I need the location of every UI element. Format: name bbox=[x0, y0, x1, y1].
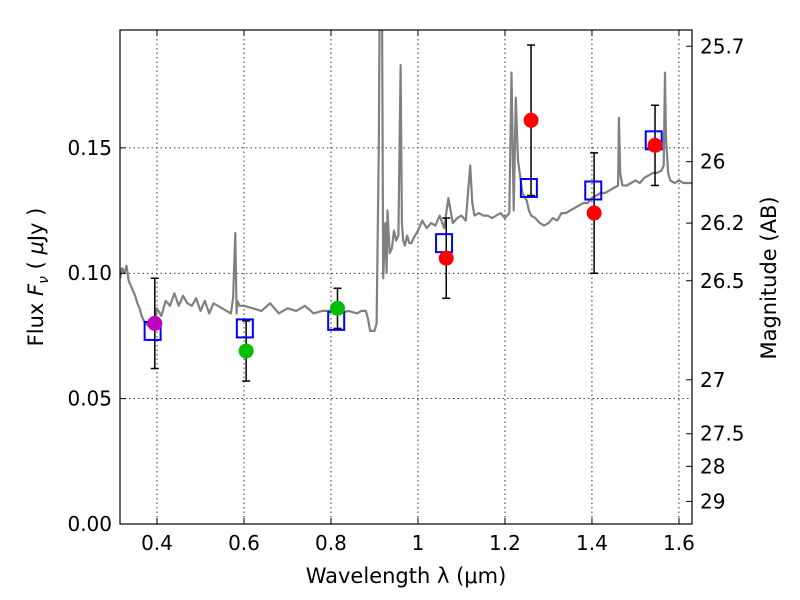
x-tick-label: 1.4 bbox=[576, 531, 608, 555]
x-tick-label: 0.6 bbox=[228, 531, 260, 555]
magnitude-tick-label: 27 bbox=[700, 368, 725, 392]
magnitude-tick-label: 29 bbox=[700, 489, 725, 513]
observed-photometry-point bbox=[329, 300, 345, 316]
model-photometry-point bbox=[235, 318, 254, 339]
observed-photometry-point bbox=[586, 205, 602, 221]
x-axis-ticks: 0.4 0.6 0.8 1 1.2 1.4 1.6 bbox=[141, 30, 695, 555]
magnitude-tick-label: 26.2 bbox=[700, 211, 745, 235]
x-tick-label: 1.2 bbox=[489, 531, 521, 555]
plot-frame bbox=[119, 29, 693, 525]
x-tick-label: 1.6 bbox=[663, 531, 695, 555]
x-tick-label: 0.4 bbox=[141, 531, 173, 555]
magnitude-tick-label: 28 bbox=[700, 454, 725, 478]
x-tick-label: 1 bbox=[412, 531, 425, 555]
x-tick-label: 0.8 bbox=[315, 531, 347, 555]
model-spectrum-line bbox=[120, 30, 692, 332]
x-axis-label: Wavelength λ (μm) bbox=[306, 564, 507, 588]
magnitude-tick-label: 27.5 bbox=[700, 422, 745, 446]
observed-photometry-point bbox=[523, 112, 539, 128]
magnitude-tick-label: 26 bbox=[700, 150, 725, 174]
magnitude-tick-label: 26.5 bbox=[700, 269, 745, 293]
observed-photometry-point bbox=[147, 315, 163, 331]
y-tick-label: 0.00 bbox=[67, 512, 112, 536]
magnitude-tick-label: 25.7 bbox=[700, 34, 745, 58]
y-axis-ticks: 0.00 0.05 0.10 0.15 bbox=[67, 136, 126, 536]
model-photometry-point bbox=[584, 180, 603, 201]
observed-photometry-markers bbox=[147, 112, 663, 359]
magnitude-axis-ticks: 25.7 26 26.2 26.5 27 27.5 28 29 bbox=[686, 34, 745, 513]
magnitude-axis-label: Magnitude (AB) bbox=[757, 196, 781, 359]
observed-photometry-point bbox=[647, 137, 663, 153]
observed-photometry-point bbox=[238, 343, 254, 359]
model-photometry-point bbox=[519, 177, 538, 198]
y-tick-label: 0.10 bbox=[67, 261, 112, 285]
observed-photometry-point bbox=[438, 250, 454, 266]
grid-lines bbox=[120, 30, 692, 524]
y-tick-label: 0.15 bbox=[67, 136, 112, 160]
y-tick-label: 0.05 bbox=[67, 387, 112, 411]
y-axis-label: Flux Fν ( μJy ) bbox=[24, 208, 52, 347]
